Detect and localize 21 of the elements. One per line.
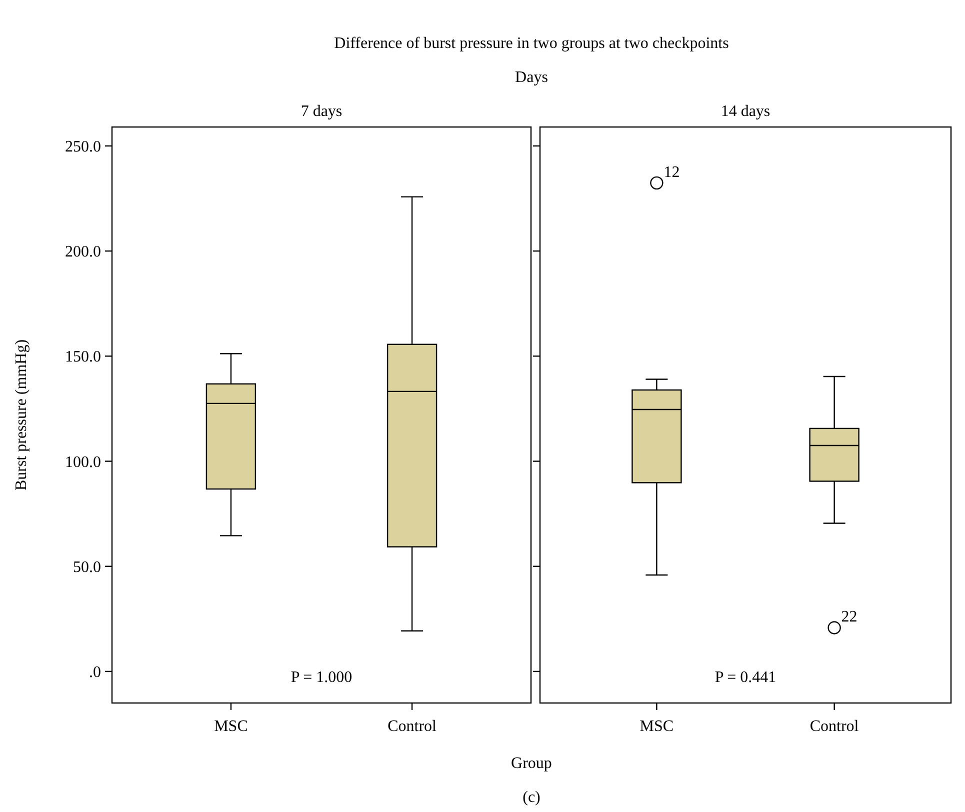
annotation: P = 0.441 bbox=[714, 669, 776, 686]
annotation: 12 bbox=[664, 164, 680, 181]
x-tick-label: Control bbox=[388, 718, 438, 735]
chart-title: 14 days bbox=[720, 103, 770, 120]
y-tick-label: 250.0 bbox=[65, 138, 101, 156]
x-tick-label: MSC bbox=[640, 718, 674, 735]
y-axis-title: Burst pressure (mmHg) bbox=[13, 339, 30, 491]
x-tick-label: Control bbox=[810, 718, 860, 735]
y-tick-label: 100.0 bbox=[65, 454, 101, 471]
y-tick-label: .0 bbox=[89, 664, 101, 682]
text: (c) bbox=[522, 789, 540, 806]
annotation: 22 bbox=[841, 608, 858, 626]
x-tick-label: MSC bbox=[214, 718, 248, 735]
y-tick-label: 50.0 bbox=[73, 558, 101, 576]
chart-title: 7 days bbox=[300, 103, 342, 120]
y-tick-label: 200.0 bbox=[65, 244, 101, 261]
y-tick-label: 150.0 bbox=[65, 348, 101, 366]
annotation: P = 1.000 bbox=[290, 669, 352, 686]
text: Days bbox=[515, 69, 548, 86]
x-axis-title: Group bbox=[511, 755, 552, 772]
text: Difference of burst pressure in two groups at two checkpoints bbox=[334, 35, 729, 52]
